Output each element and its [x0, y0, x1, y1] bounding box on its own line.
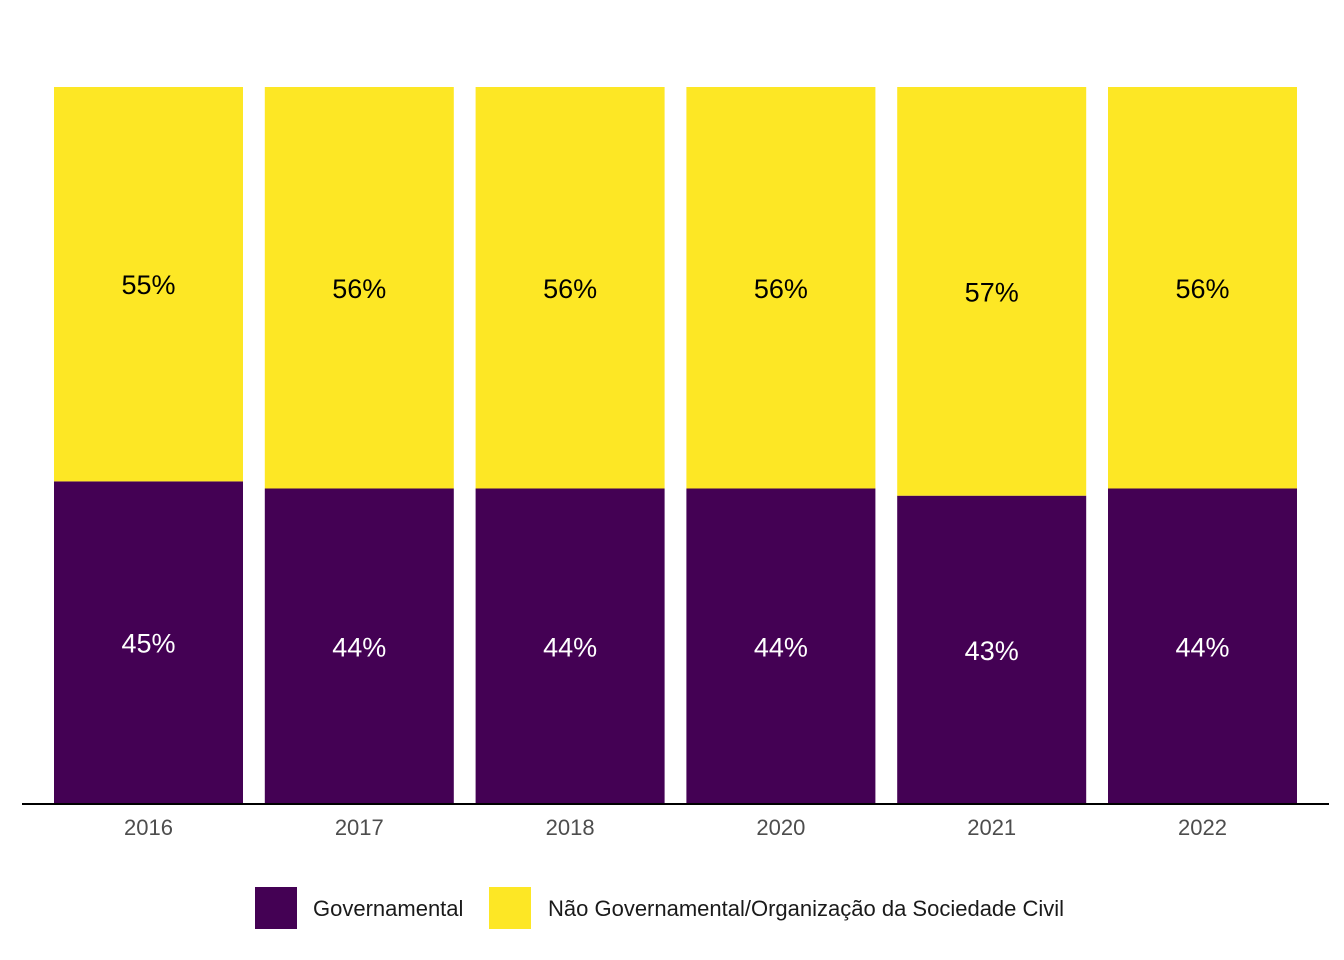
data-label-governamental-2018: 44% — [543, 632, 597, 662]
x-tick-label-2018: 2018 — [546, 815, 595, 840]
x-tick-labels: 2016 2017 2018 2020 2021 2022 — [124, 815, 1227, 840]
bar-segment-governamental-2018 — [475, 488, 665, 804]
bar-segment-nao-governamental-2021 — [897, 87, 1087, 496]
legend-label-governamental: Governamental — [313, 896, 463, 921]
data-label-nao-governamental-2022: 56% — [1175, 274, 1229, 304]
legend-label-nao-governamental: Não Governamental/Organização da Socieda… — [548, 896, 1064, 921]
data-label-nao-governamental-2017: 56% — [332, 274, 386, 304]
x-tick-label-2017: 2017 — [335, 815, 384, 840]
bar-segment-governamental-2017 — [264, 488, 454, 804]
data-label-governamental-2022: 44% — [1175, 632, 1229, 662]
data-label-governamental-2021: 43% — [965, 636, 1019, 666]
data-label-governamental-2017: 44% — [332, 632, 386, 662]
data-label-nao-governamental-2018: 56% — [543, 274, 597, 304]
x-tick-label-2021: 2021 — [967, 815, 1016, 840]
bar-segment-nao-governamental-2020 — [686, 87, 876, 489]
bar-segment-governamental-2020 — [686, 488, 876, 804]
x-tick-label-2022: 2022 — [1178, 815, 1227, 840]
data-label-governamental-2020: 44% — [754, 632, 808, 662]
legend-key-governamental — [255, 887, 297, 929]
data-label-governamental-2016: 45% — [121, 629, 175, 659]
data-label-nao-governamental-2021: 57% — [965, 277, 1019, 307]
data-label-nao-governamental-2016: 55% — [121, 270, 175, 300]
legend: Governamental Não Governamental/Organizaç… — [255, 887, 1064, 929]
x-tick-label-2016: 2016 — [124, 815, 173, 840]
data-label-nao-governamental-2020: 56% — [754, 274, 808, 304]
legend-key-nao-governamental — [489, 887, 531, 929]
bar-segment-nao-governamental-2022 — [1108, 87, 1297, 489]
x-tick-label-2020: 2020 — [756, 815, 805, 840]
bar-segment-nao-governamental-2018 — [475, 87, 665, 489]
bar-segment-governamental-2022 — [1108, 488, 1297, 804]
bar-segment-governamental-2016 — [54, 481, 243, 804]
bar-segment-governamental-2021 — [897, 495, 1087, 804]
bar-segment-nao-governamental-2016 — [54, 87, 243, 482]
bar-segment-nao-governamental-2017 — [264, 87, 454, 489]
bars-group: 45% 55% 44% 56% 44% 56% 44% 56% 43% 57% 44% 56% — [54, 87, 1297, 804]
